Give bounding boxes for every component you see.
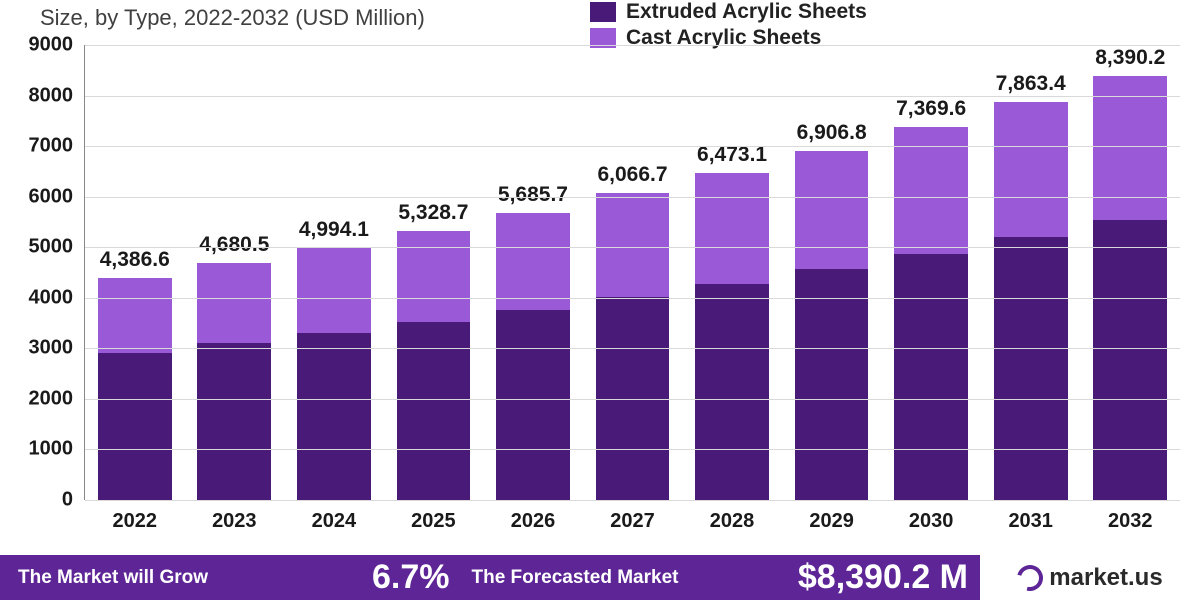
legend-item-extruded: Extruded Acrylic Sheets — [590, 0, 867, 24]
ytick-label: 0 — [15, 489, 85, 512]
xtick-label: 2026 — [511, 500, 556, 533]
bar-segment — [197, 343, 271, 500]
bar-segment — [894, 254, 968, 500]
bar-total-label: 4,994.1 — [299, 218, 369, 242]
bar-total-label: 7,369.6 — [896, 97, 966, 121]
ytick-label: 8000 — [15, 84, 85, 107]
bar-stack — [496, 213, 570, 500]
xtick-label: 2029 — [809, 500, 854, 533]
xtick-label: 2032 — [1108, 500, 1153, 533]
bar-segment — [496, 213, 570, 310]
bar-total-label: 5,685.7 — [498, 183, 568, 207]
footer-left-text: The Market will Grow — [0, 555, 360, 600]
bar-segment — [297, 248, 371, 334]
chart-subtitle: Size, by Type, 2022-2032 (USD Million) — [40, 5, 425, 31]
gridline — [85, 197, 1180, 198]
bar-total-label: 6,066.7 — [597, 163, 667, 187]
bar-group: 4,386.62022 — [85, 248, 185, 500]
bar-total-label: 7,863.4 — [996, 72, 1066, 96]
footer-value: $8,390.2 M — [786, 555, 980, 600]
gridline — [85, 146, 1180, 147]
legend-swatch-extruded — [590, 2, 616, 22]
plot-area: 4,386.620224,680.520234,994.120245,328.7… — [85, 45, 1180, 500]
gridline — [85, 45, 1180, 46]
ytick-label: 7000 — [15, 135, 85, 158]
ytick-label: 9000 — [15, 34, 85, 57]
bar-stack — [994, 102, 1068, 500]
ytick-label: 5000 — [15, 236, 85, 259]
bar-stack — [795, 151, 869, 500]
xtick-label: 2030 — [909, 500, 954, 533]
bar-stack — [297, 248, 371, 500]
bar-segment — [596, 193, 670, 297]
brand-text: market.us — [1049, 564, 1162, 592]
bar-group: 4,994.12024 — [284, 218, 384, 500]
bar-segment — [496, 310, 570, 500]
bar-stack — [596, 193, 670, 500]
ytick-label: 3000 — [15, 337, 85, 360]
gridline — [85, 500, 1180, 501]
gridline — [85, 298, 1180, 299]
bar-stack — [397, 231, 471, 500]
chart-container: Size, by Type, 2022-2032 (USD Million) E… — [0, 0, 1200, 555]
bar-segment — [695, 173, 769, 284]
bar-total-label: 8,390.2 — [1095, 46, 1165, 70]
bar-stack — [197, 263, 271, 500]
bar-segment — [1093, 76, 1167, 220]
xtick-label: 2028 — [710, 500, 755, 533]
xtick-label: 2027 — [610, 500, 655, 533]
bar-segment — [1093, 220, 1167, 500]
bar-segment — [695, 284, 769, 500]
xtick-label: 2031 — [1008, 500, 1053, 533]
bar-segment — [98, 278, 172, 353]
bar-stack — [894, 127, 968, 500]
gridline — [85, 96, 1180, 97]
footer-banner: The Market will Grow 6.7% The Forecasted… — [0, 555, 1200, 600]
footer-mid-text: The Forecasted Market — [462, 555, 786, 600]
xtick-label: 2023 — [212, 500, 257, 533]
gridline — [85, 348, 1180, 349]
bar-segment — [397, 231, 471, 322]
bar-total-label: 6,906.8 — [797, 121, 867, 145]
gridline — [85, 449, 1180, 450]
brand-icon — [1013, 560, 1049, 596]
ytick-label: 1000 — [15, 438, 85, 461]
bar-stack — [98, 278, 172, 500]
legend-label-extruded: Extruded Acrylic Sheets — [626, 0, 867, 24]
bar-segment — [197, 263, 271, 343]
bar-group: 7,863.42031 — [981, 72, 1081, 500]
ytick-label: 2000 — [15, 387, 85, 410]
bar-segment — [994, 237, 1068, 500]
bar-group: 5,328.72025 — [384, 201, 484, 500]
bar-group: 5,685.72026 — [483, 183, 583, 500]
bar-group: 4,680.52023 — [185, 233, 285, 500]
bar-segment — [297, 333, 371, 500]
bar-total-label: 4,386.6 — [100, 248, 170, 272]
xtick-label: 2022 — [113, 500, 158, 533]
bar-stack — [695, 173, 769, 500]
bar-group: 6,906.82029 — [782, 121, 882, 500]
bar-segment — [98, 353, 172, 500]
bars-area: 4,386.620224,680.520234,994.120245,328.7… — [85, 45, 1180, 500]
bar-segment — [795, 151, 869, 269]
bar-total-label: 4,680.5 — [199, 233, 269, 257]
gridline — [85, 247, 1180, 248]
bar-total-label: 5,328.7 — [398, 201, 468, 225]
gridline — [85, 399, 1180, 400]
footer-cagr: 6.7% — [360, 555, 462, 600]
legend: Extruded Acrylic Sheets Cast Acrylic She… — [590, 0, 867, 50]
xtick-label: 2024 — [312, 500, 357, 533]
ytick-label: 6000 — [15, 185, 85, 208]
bar-group: 8,390.22032 — [1080, 46, 1180, 500]
footer-brand: market.us — [980, 555, 1200, 600]
bar-segment — [795, 269, 869, 500]
xtick-label: 2025 — [411, 500, 456, 533]
bar-segment — [994, 102, 1068, 237]
ytick-label: 4000 — [15, 286, 85, 309]
bar-stack — [1093, 76, 1167, 500]
